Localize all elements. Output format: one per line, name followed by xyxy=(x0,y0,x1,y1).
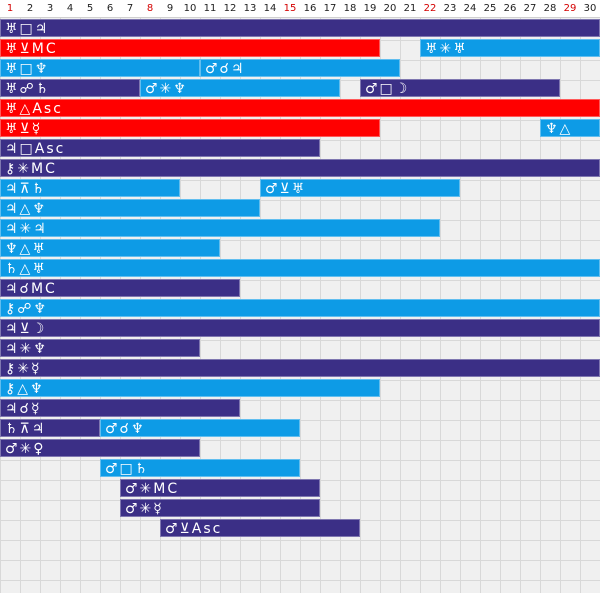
day-label: 21 xyxy=(403,3,417,14)
day-label: 4 xyxy=(66,3,74,14)
transit-bar[interactable]: ♂☌♆ xyxy=(100,419,300,437)
transit-bar[interactable]: ♃⊻☽ xyxy=(0,319,600,337)
transit-aspect-label: ♅□♆ xyxy=(5,61,50,77)
transit-bar[interactable]: ♂⊻♅ xyxy=(260,179,460,197)
transit-bar[interactable]: ♃□Asc xyxy=(0,139,320,157)
day-label: 16 xyxy=(303,3,317,14)
transit-bar[interactable]: ♂□☽ xyxy=(360,79,560,97)
day-label: 10 xyxy=(183,3,197,14)
transit-aspect-label: ♆△ xyxy=(545,121,573,137)
transit-aspect-label: ♅△Asc xyxy=(5,101,63,117)
day-label: 6 xyxy=(106,3,114,14)
day-label: 24 xyxy=(463,3,477,14)
day-label: 7 xyxy=(126,3,134,14)
transit-aspect-label: ♅⊻☿ xyxy=(5,121,43,137)
transit-bar[interactable]: ♂□♄ xyxy=(100,459,300,477)
day-header: 1 2 3 4 5 6 7 8 9 10 11 12 13 14 15 16 17 18 19 20 21 22 23 24 2… xyxy=(0,0,600,18)
day-label: 15 xyxy=(283,3,297,14)
day-label: 5 xyxy=(86,3,94,14)
transit-bar[interactable]: ♃⊼♄ xyxy=(0,179,180,197)
transit-aspect-label: ♃△♆ xyxy=(5,201,47,217)
transit-aspect-label: ♃⊼♄ xyxy=(5,181,47,197)
transit-aspect-label: ♃☌MC xyxy=(5,281,57,297)
day-label: 8 xyxy=(146,3,154,14)
transit-bar[interactable]: ♃☌MC xyxy=(0,279,240,297)
transit-bar[interactable]: ♃✳♆ xyxy=(0,339,200,357)
transit-aspect-label: ⚷☍♆ xyxy=(5,301,48,317)
day-label: 25 xyxy=(483,3,497,14)
transit-aspect-label: ♂□☽ xyxy=(365,81,410,97)
day-label: 23 xyxy=(443,3,457,14)
day-label: 9 xyxy=(166,3,174,14)
transit-bar[interactable]: ♅⊻MC xyxy=(0,39,380,57)
transit-bar[interactable]: ♂✳MC xyxy=(120,479,320,497)
transit-aspect-label: ⚷✳☿ xyxy=(5,361,42,377)
day-label: 2 xyxy=(26,3,34,14)
transit-bar[interactable]: ♅△Asc xyxy=(0,99,600,117)
transit-bar[interactable]: ♅□♆ xyxy=(0,59,200,77)
transit-aspect-label: ♃□Asc xyxy=(5,141,66,157)
day-label: 11 xyxy=(203,3,217,14)
transit-bar[interactable]: ♄△♅ xyxy=(0,259,600,277)
day-label: 20 xyxy=(383,3,397,14)
transit-aspect-label: ♄⊼♃ xyxy=(5,421,47,437)
transit-aspect-label: ♃✳♆ xyxy=(5,341,48,357)
transit-bar[interactable]: ⚷☍♆ xyxy=(0,299,600,317)
day-label: 28 xyxy=(543,3,557,14)
transit-aspect-label: ♂⊻Asc xyxy=(165,521,223,537)
transit-aspect-label: ⚷△♆ xyxy=(5,381,45,397)
transit-aspect-label: ♂✳☿ xyxy=(125,501,164,517)
transit-bar[interactable]: ♆△♅ xyxy=(0,239,220,257)
transit-bar[interactable]: ♃☌☿ xyxy=(0,399,240,417)
transit-aspect-label: ♃⊻☽ xyxy=(5,321,47,337)
transit-bar[interactable]: ♂✳♀ xyxy=(0,439,200,457)
day-label: 17 xyxy=(323,3,337,14)
transit-bar[interactable]: ♂⊻Asc xyxy=(160,519,360,537)
day-label: 30 xyxy=(583,3,597,14)
transit-aspect-label: ♂✳♀ xyxy=(5,441,46,457)
transit-bar[interactable]: ⚷✳☿ xyxy=(0,359,600,377)
transit-aspect-label: ♄△♅ xyxy=(5,261,47,277)
transit-bar[interactable]: ♅✳♅ xyxy=(420,39,600,57)
transit-bar[interactable]: ♅☍♄ xyxy=(0,79,140,97)
transit-aspect-label: ♂✳♆ xyxy=(145,81,188,97)
day-label: 18 xyxy=(343,3,357,14)
transit-aspect-label: ♃☌☿ xyxy=(5,401,42,417)
transit-bar[interactable]: ♃✳♃ xyxy=(0,219,440,237)
transit-bar[interactable]: ♅□♃ xyxy=(0,19,600,37)
transit-bar[interactable]: ♅⊻☿ xyxy=(0,119,380,137)
transit-aspect-label: ♂⊻♅ xyxy=(265,181,307,197)
transit-aspect-label: ♅☍♄ xyxy=(5,81,51,97)
day-label: 27 xyxy=(523,3,537,14)
day-label: 12 xyxy=(223,3,237,14)
transit-bar[interactable]: ♂✳☿ xyxy=(120,499,320,517)
transit-bar[interactable]: ⚷✳MC xyxy=(0,159,600,177)
day-label: 22 xyxy=(423,3,437,14)
transit-bar[interactable]: ♂☌♃ xyxy=(200,59,400,77)
day-label: 1 xyxy=(6,3,14,14)
transit-bar[interactable]: ♂✳♆ xyxy=(140,79,340,97)
transit-aspect-label: ♅✳♅ xyxy=(425,41,468,57)
transit-aspect-label: ♆△♅ xyxy=(5,241,47,257)
transit-aspect-label: ⚷✳MC xyxy=(5,161,57,177)
day-label: 13 xyxy=(243,3,257,14)
day-label: 14 xyxy=(263,3,277,14)
transit-aspect-label: ♃✳♃ xyxy=(5,221,48,237)
day-label: 29 xyxy=(563,3,577,14)
transit-aspect-label: ♂✳MC xyxy=(125,481,180,497)
transit-bar[interactable]: ♃△♆ xyxy=(0,199,260,217)
day-label: 3 xyxy=(46,3,54,14)
transit-aspect-label: ♂□♄ xyxy=(105,461,150,477)
transit-bar[interactable]: ♄⊼♃ xyxy=(0,419,100,437)
transit-aspect-label: ♅□♃ xyxy=(5,21,50,37)
transit-bar[interactable]: ⚷△♆ xyxy=(0,379,380,397)
transit-aspect-label: ♂☌♃ xyxy=(205,61,246,77)
transit-bar[interactable]: ♆△ xyxy=(540,119,600,137)
transit-aspect-label: ♂☌♆ xyxy=(105,421,146,437)
transit-aspect-label: ♅⊻MC xyxy=(5,41,58,57)
day-label: 19 xyxy=(363,3,377,14)
day-label: 26 xyxy=(503,3,517,14)
